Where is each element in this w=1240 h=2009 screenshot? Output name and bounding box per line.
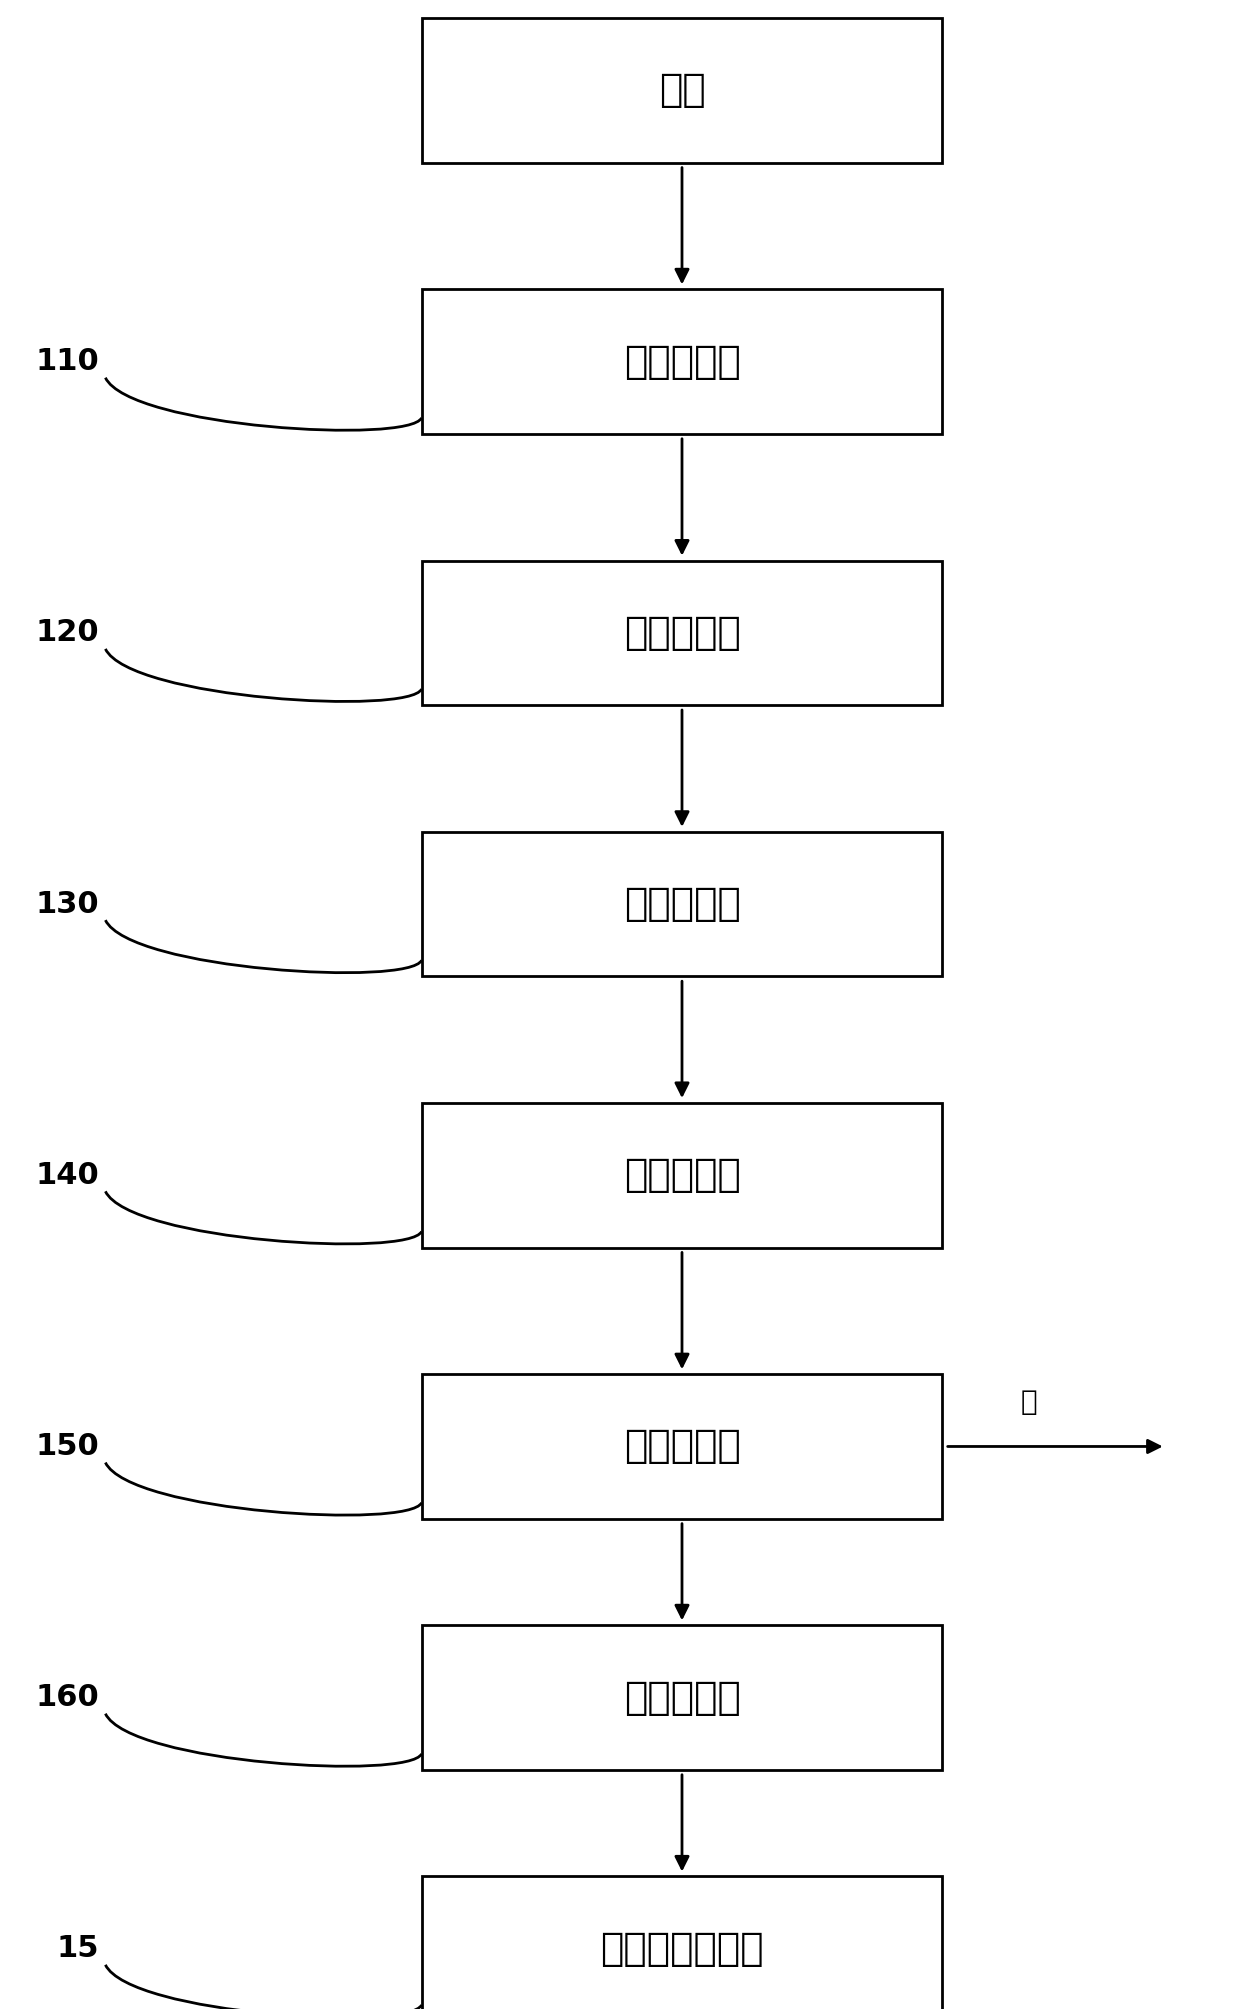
Text: 木粉良浆槽: 木粉良浆槽 <box>624 1680 740 1716</box>
Text: 木粉卸料槽: 木粉卸料槽 <box>624 886 740 922</box>
Text: 150: 150 <box>36 1432 99 1461</box>
Bar <box>422 1625 942 1770</box>
Bar <box>422 1374 942 1519</box>
Text: 纸机芯层配浆池: 纸机芯层配浆池 <box>600 1931 764 1967</box>
Text: 木粉: 木粉 <box>658 72 706 108</box>
Bar <box>422 1103 942 1248</box>
Bar <box>422 1876 942 2009</box>
Bar <box>422 18 942 163</box>
Text: 皮带输送机: 皮带输送机 <box>624 344 740 380</box>
Text: 140: 140 <box>36 1161 99 1189</box>
Bar <box>422 289 942 434</box>
Text: 纤维疏解机: 纤维疏解机 <box>624 1157 740 1193</box>
Text: 渣: 渣 <box>1021 1388 1038 1416</box>
Text: 木粉溶解槽: 木粉溶解槽 <box>624 615 740 651</box>
Bar <box>422 561 942 705</box>
Text: 120: 120 <box>36 619 99 647</box>
Text: 160: 160 <box>36 1684 99 1712</box>
Bar <box>422 832 942 976</box>
Text: 木粉压力筛: 木粉压力筛 <box>624 1428 740 1465</box>
Text: 110: 110 <box>36 348 99 376</box>
Text: 130: 130 <box>36 890 99 918</box>
Text: 15: 15 <box>57 1935 99 1963</box>
